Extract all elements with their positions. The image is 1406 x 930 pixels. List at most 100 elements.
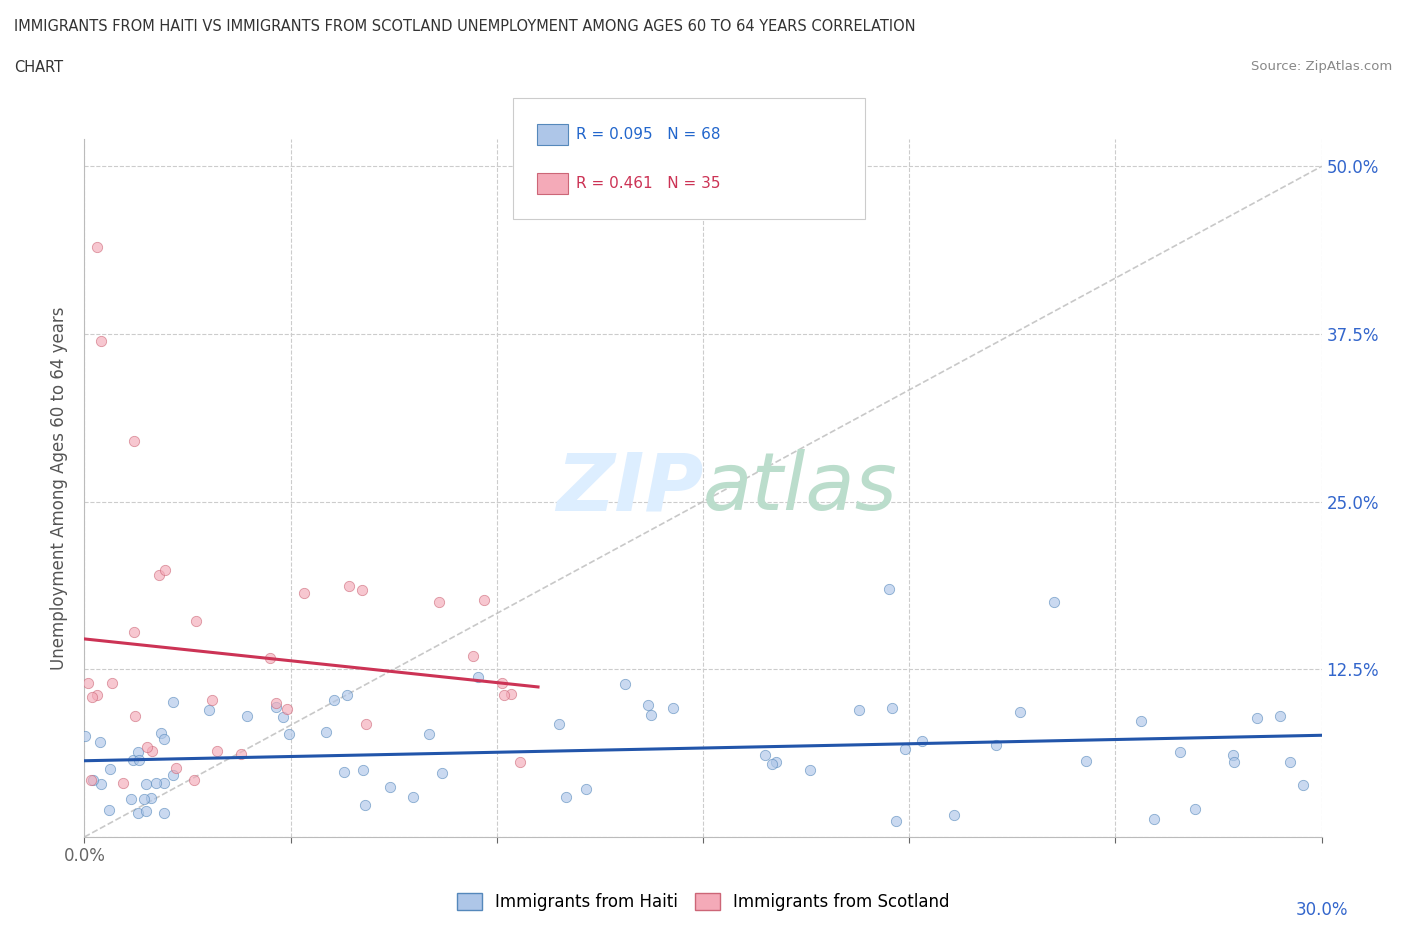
Point [323,693,346,708]
Point [76,676,98,691]
Point [984,737,1007,752]
Point [136,740,159,755]
Point [198,703,221,718]
Point [467,670,489,684]
Point [765,754,787,769]
Point [1010,704,1032,719]
Point [141,744,163,759]
Point [1143,812,1166,827]
Point [183,772,205,787]
Point [337,578,360,593]
Point [501,686,523,701]
Point [491,675,513,690]
Point [276,701,298,716]
Text: 30.0%: 30.0% [1295,901,1348,920]
Text: R = 0.461   N = 35: R = 0.461 N = 35 [576,176,721,191]
Point [236,709,259,724]
Point [884,814,907,829]
Point [201,693,224,708]
Point [1170,744,1192,759]
Point [264,700,287,715]
Text: R = 0.095   N = 68: R = 0.095 N = 68 [576,127,721,142]
Point [754,748,776,763]
Point [100,762,122,777]
Text: CHART: CHART [14,60,63,75]
Text: Source: ZipAtlas.com: Source: ZipAtlas.com [1251,60,1392,73]
Point [613,676,636,691]
Point [153,776,176,790]
Point [229,747,252,762]
Point [333,765,356,780]
Point [1130,713,1153,728]
Point [661,701,683,716]
Point [354,717,377,732]
Point [259,651,281,666]
Point [848,702,870,717]
Point [575,781,598,796]
Point [882,700,904,715]
Point [266,696,288,711]
Point [112,776,135,790]
Point [292,586,315,601]
Point [509,754,531,769]
Point [430,765,453,780]
Point [637,698,659,712]
Point [799,763,821,777]
Point [86,687,108,702]
Point [271,710,294,724]
Point [761,757,783,772]
Point [150,725,173,740]
Point [73,728,96,743]
Point [350,583,373,598]
Point [336,688,359,703]
Point [122,625,145,640]
Point [547,717,569,732]
Point [122,434,145,449]
Point [165,761,187,776]
Point [162,695,184,710]
Point [1246,711,1268,725]
Point [98,803,121,817]
Point [135,777,157,791]
Point [894,742,917,757]
Point [461,648,484,663]
Point [82,772,104,787]
Point [132,791,155,806]
Point [80,772,103,787]
Point [472,592,495,607]
Legend: Immigrants from Haiti, Immigrants from Scotland: Immigrants from Haiti, Immigrants from S… [449,884,957,920]
Point [315,724,337,739]
Point [1222,755,1244,770]
Point [1222,748,1244,763]
Point [877,581,900,596]
Point [80,690,103,705]
Point [1279,755,1302,770]
Point [155,563,177,578]
Point [120,791,142,806]
Point [418,726,440,741]
Point [124,709,146,724]
Point [640,707,662,722]
Point [148,568,170,583]
Point [555,790,578,804]
Point [380,779,402,794]
Point [184,613,207,628]
Point [1270,709,1292,724]
Point [153,805,176,820]
Point [122,753,145,768]
Point [911,734,934,749]
Point [100,675,122,690]
Point [135,804,157,818]
Point [128,752,150,767]
Point [90,333,112,348]
Text: IMMIGRANTS FROM HAITI VS IMMIGRANTS FROM SCOTLAND UNEMPLOYMENT AMONG AGES 60 TO : IMMIGRANTS FROM HAITI VS IMMIGRANTS FROM… [14,19,915,33]
Point [277,727,299,742]
Point [427,595,450,610]
Point [1042,595,1064,610]
Point [145,776,167,790]
Point [494,688,516,703]
Point [205,744,228,759]
Point [1292,777,1315,792]
Text: ZIP: ZIP [555,449,703,527]
Point [89,734,111,749]
